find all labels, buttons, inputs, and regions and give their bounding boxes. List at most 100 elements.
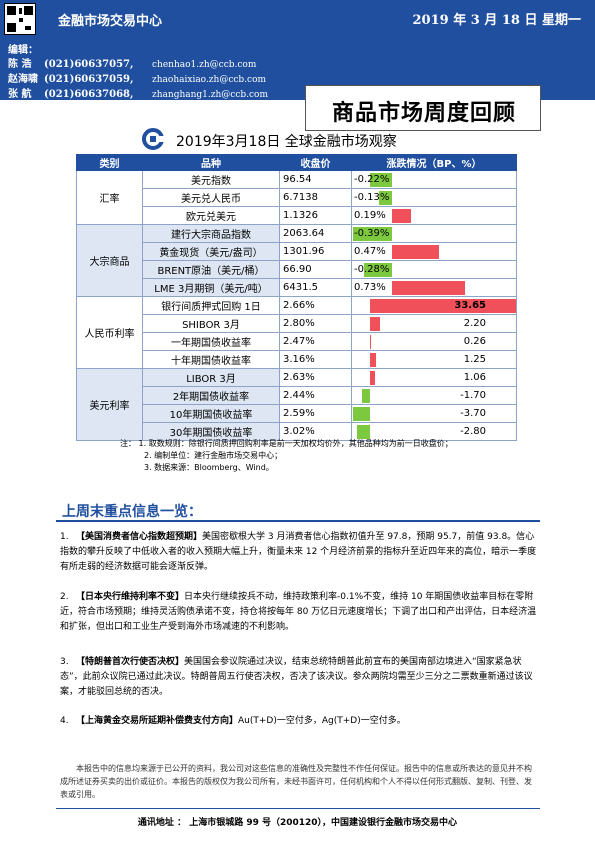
positive-change-bar <box>370 299 516 313</box>
item-text: 美国国会参议院通过决议，结束总统特朗普此前宣布的美国南部边境进入“国家紧急状态”… <box>60 657 533 697</box>
table-row: 10年期国债收益率 2.59% -3.70 <box>77 404 517 423</box>
change-value: -0.28% <box>354 264 390 275</box>
positive-change-bar <box>370 371 375 385</box>
change-value: 0.47% <box>354 246 386 257</box>
table-header-row: 类别 品种 收盘价 涨跌情况（BP、%） <box>76 154 517 171</box>
table-row: 人民币利率 银行间质押式回购 1日 2.66% 33.65 <box>76 296 517 369</box>
note-line: 注： 1. 取数规则：除银行间质押回购利率是前一天加权均价外，其他品种均为前一日… <box>120 439 453 448</box>
note-line: 3. 数据来源：Bloomberg、Wind。 <box>144 463 274 472</box>
header-name: 品种 <box>142 154 280 171</box>
category-cell: 大宗商品 <box>76 224 143 297</box>
top-header-bar: 金融市场交易中心 2019 年 3 月 18 日 星期一 <box>0 0 595 38</box>
report-title-box: 商品市场周度回顾 <box>305 85 541 131</box>
report-date: 2019 年 3 月 18 日 星期一 <box>412 13 581 28</box>
change-value: -0.13% <box>354 192 390 203</box>
table-row: 2年期国债收益率 2.44% -1.70 <box>77 386 517 405</box>
table-row: 30年期国债收益率 3.02% -2.80 <box>77 422 517 441</box>
change-cell: 0.47% <box>351 242 517 261</box>
table-row: 美元利率 LIBOR 3月 2.63% 1.06 <box>76 368 517 441</box>
change-value: -0.22% <box>354 174 390 185</box>
positive-change-bar <box>392 281 465 295</box>
item-text: Au(T+D)一空付多，Ag(T+D)一空付多。 <box>238 716 406 726</box>
change-cell: -1.70 <box>351 386 517 405</box>
news-item: 1. 【美国消费者信心指数超预期】美国密歇根大学 3 月消费者信心指数初值升至 9… <box>60 530 538 575</box>
editor-row: 赵海啸 (021)60637059, zhaohaixiao.zh@ccb.com <box>8 70 266 85</box>
close-price: 96.54 <box>279 170 352 189</box>
close-price: 1301.96 <box>279 242 352 261</box>
table-notes: 注： 1. 取数规则：除银行间质押回购利率是前一天加权均价外，其他品种均为前一日… <box>120 438 453 474</box>
editor-phone: (021)60637059, <box>44 74 134 85</box>
editor-phone: (021)60637057, <box>44 59 134 70</box>
header-category: 类别 <box>76 154 143 171</box>
news-item: 2. 【日本央行维持利率不变】日本央行继续按兵不动，维持政策利率-0.1%不变，维… <box>60 590 538 635</box>
ccb-logo-icon <box>142 128 164 150</box>
table-row: 一年期国债收益率 2.47% 0.26 <box>77 332 517 351</box>
change-value: 0.73% <box>354 282 386 293</box>
disclaimer: 本报告中的信息均来源于已公开的资料，我公司对这些信息的准确性及完整性不作任何保证… <box>60 764 532 799</box>
item-number: 1. <box>60 532 69 542</box>
close-price: 2.44% <box>279 386 352 405</box>
positive-change-bar <box>370 335 372 349</box>
table-row: 十年期国债收益率 3.16% 1.25 <box>77 350 517 369</box>
instrument-name: 十年期国债收益率 <box>142 350 280 369</box>
org-name: 金融市场交易中心 <box>58 14 163 29</box>
table-row: 美元兑人民币 6.7138 -0.13% <box>77 188 517 207</box>
negative-change-bar <box>357 425 370 439</box>
instrument-name: 一年期国债收益率 <box>142 332 280 351</box>
instrument-name: LIBOR 3月 <box>142 368 280 387</box>
negative-change-bar <box>362 389 370 403</box>
close-price: 2063.64 <box>279 224 352 243</box>
editor-email[interactable]: chenhao1.zh@ccb.com <box>152 60 257 70</box>
editors-title: 编辑： <box>8 45 38 56</box>
positive-change-bar <box>392 245 439 259</box>
close-price: 2.59% <box>279 404 352 423</box>
instrument-name: BRENT原油（美元/桶） <box>142 260 280 279</box>
change-cell: 0.26 <box>351 332 517 351</box>
change-cell: -2.80 <box>351 422 517 441</box>
close-price: 2.47% <box>279 332 352 351</box>
category-cell: 汇率 <box>76 170 143 225</box>
instrument-name: 欧元兑美元 <box>142 206 280 225</box>
change-cell: 0.19% <box>351 206 517 225</box>
item-text: 日本央行继续按兵不动，维持政策利率-0.1%不变，维持 10 年期国债收益率目标… <box>60 592 537 632</box>
change-cell: 2.20 <box>351 314 517 333</box>
instrument-name: 10年期国债收益率 <box>142 404 280 423</box>
change-value: -0.39% <box>354 228 390 239</box>
change-cell: 1.06 <box>351 368 517 387</box>
change-value: -1.70 <box>460 390 486 401</box>
table-row: 欧元兑美元 1.1326 0.19% <box>77 206 517 225</box>
change-cell: -3.70 <box>351 404 517 423</box>
item-text: 美国密歇根大学 3 月消费者信心指数初值升至 97.8，预期 95.7，前值 9… <box>60 532 537 572</box>
close-price: 2.66% <box>279 296 352 315</box>
change-value: -2.80 <box>460 426 486 437</box>
qr-code-icon <box>4 3 36 35</box>
category-cell: 美元利率 <box>76 368 143 441</box>
negative-change-bar <box>370 173 392 187</box>
change-value: 1.06 <box>463 372 486 383</box>
change-cell: 1.25 <box>351 350 517 369</box>
instrument-name: 美元兑人民币 <box>142 188 280 207</box>
instrument-name: 美元指数 <box>142 170 280 189</box>
footer-divider <box>56 808 540 809</box>
table-title: 2019年3月18日 全球金融市场观察 <box>176 134 397 150</box>
instrument-name: 2年期国债收益率 <box>142 386 280 405</box>
negative-change-bar <box>379 191 392 205</box>
change-cell: -0.28% <box>351 260 517 279</box>
table-row: 大宗商品 建行大宗商品指数 2063.64 -0.39% <box>76 224 517 297</box>
negative-change-bar <box>353 227 392 241</box>
positive-change-bar <box>370 353 376 367</box>
editor-email[interactable]: zhaohaixiao.zh@ccb.com <box>152 75 267 85</box>
table-row: 黄金现货（美元/盎司） 1301.96 0.47% <box>77 242 517 261</box>
news-item: 4. 【上海黄金交易所延期补偿费支付方向】Au(T+D)一空付多，Ag(T+D)一… <box>60 714 538 729</box>
item-headline: 【特朗普首次行使否决权】 <box>76 657 185 667</box>
negative-change-bar <box>353 407 370 421</box>
positive-change-bar <box>370 317 380 331</box>
change-value: 33.65 <box>454 300 486 311</box>
instrument-name: 建行大宗商品指数 <box>142 224 280 243</box>
change-cell: 33.65 <box>351 296 517 315</box>
table-body: 汇率 美元指数 96.54 -0.22% 美元兑人民币 6.7138 -0.13% 欧元兑美元… <box>76 170 517 441</box>
positive-change-bar <box>392 209 411 223</box>
editor-email[interactable]: zhanghang1.zh@ccb.com <box>152 90 269 100</box>
instrument-name: 黄金现货（美元/盎司） <box>142 242 280 261</box>
table-row: BRENT原油（美元/桶） 66.90 -0.28% <box>77 260 517 279</box>
